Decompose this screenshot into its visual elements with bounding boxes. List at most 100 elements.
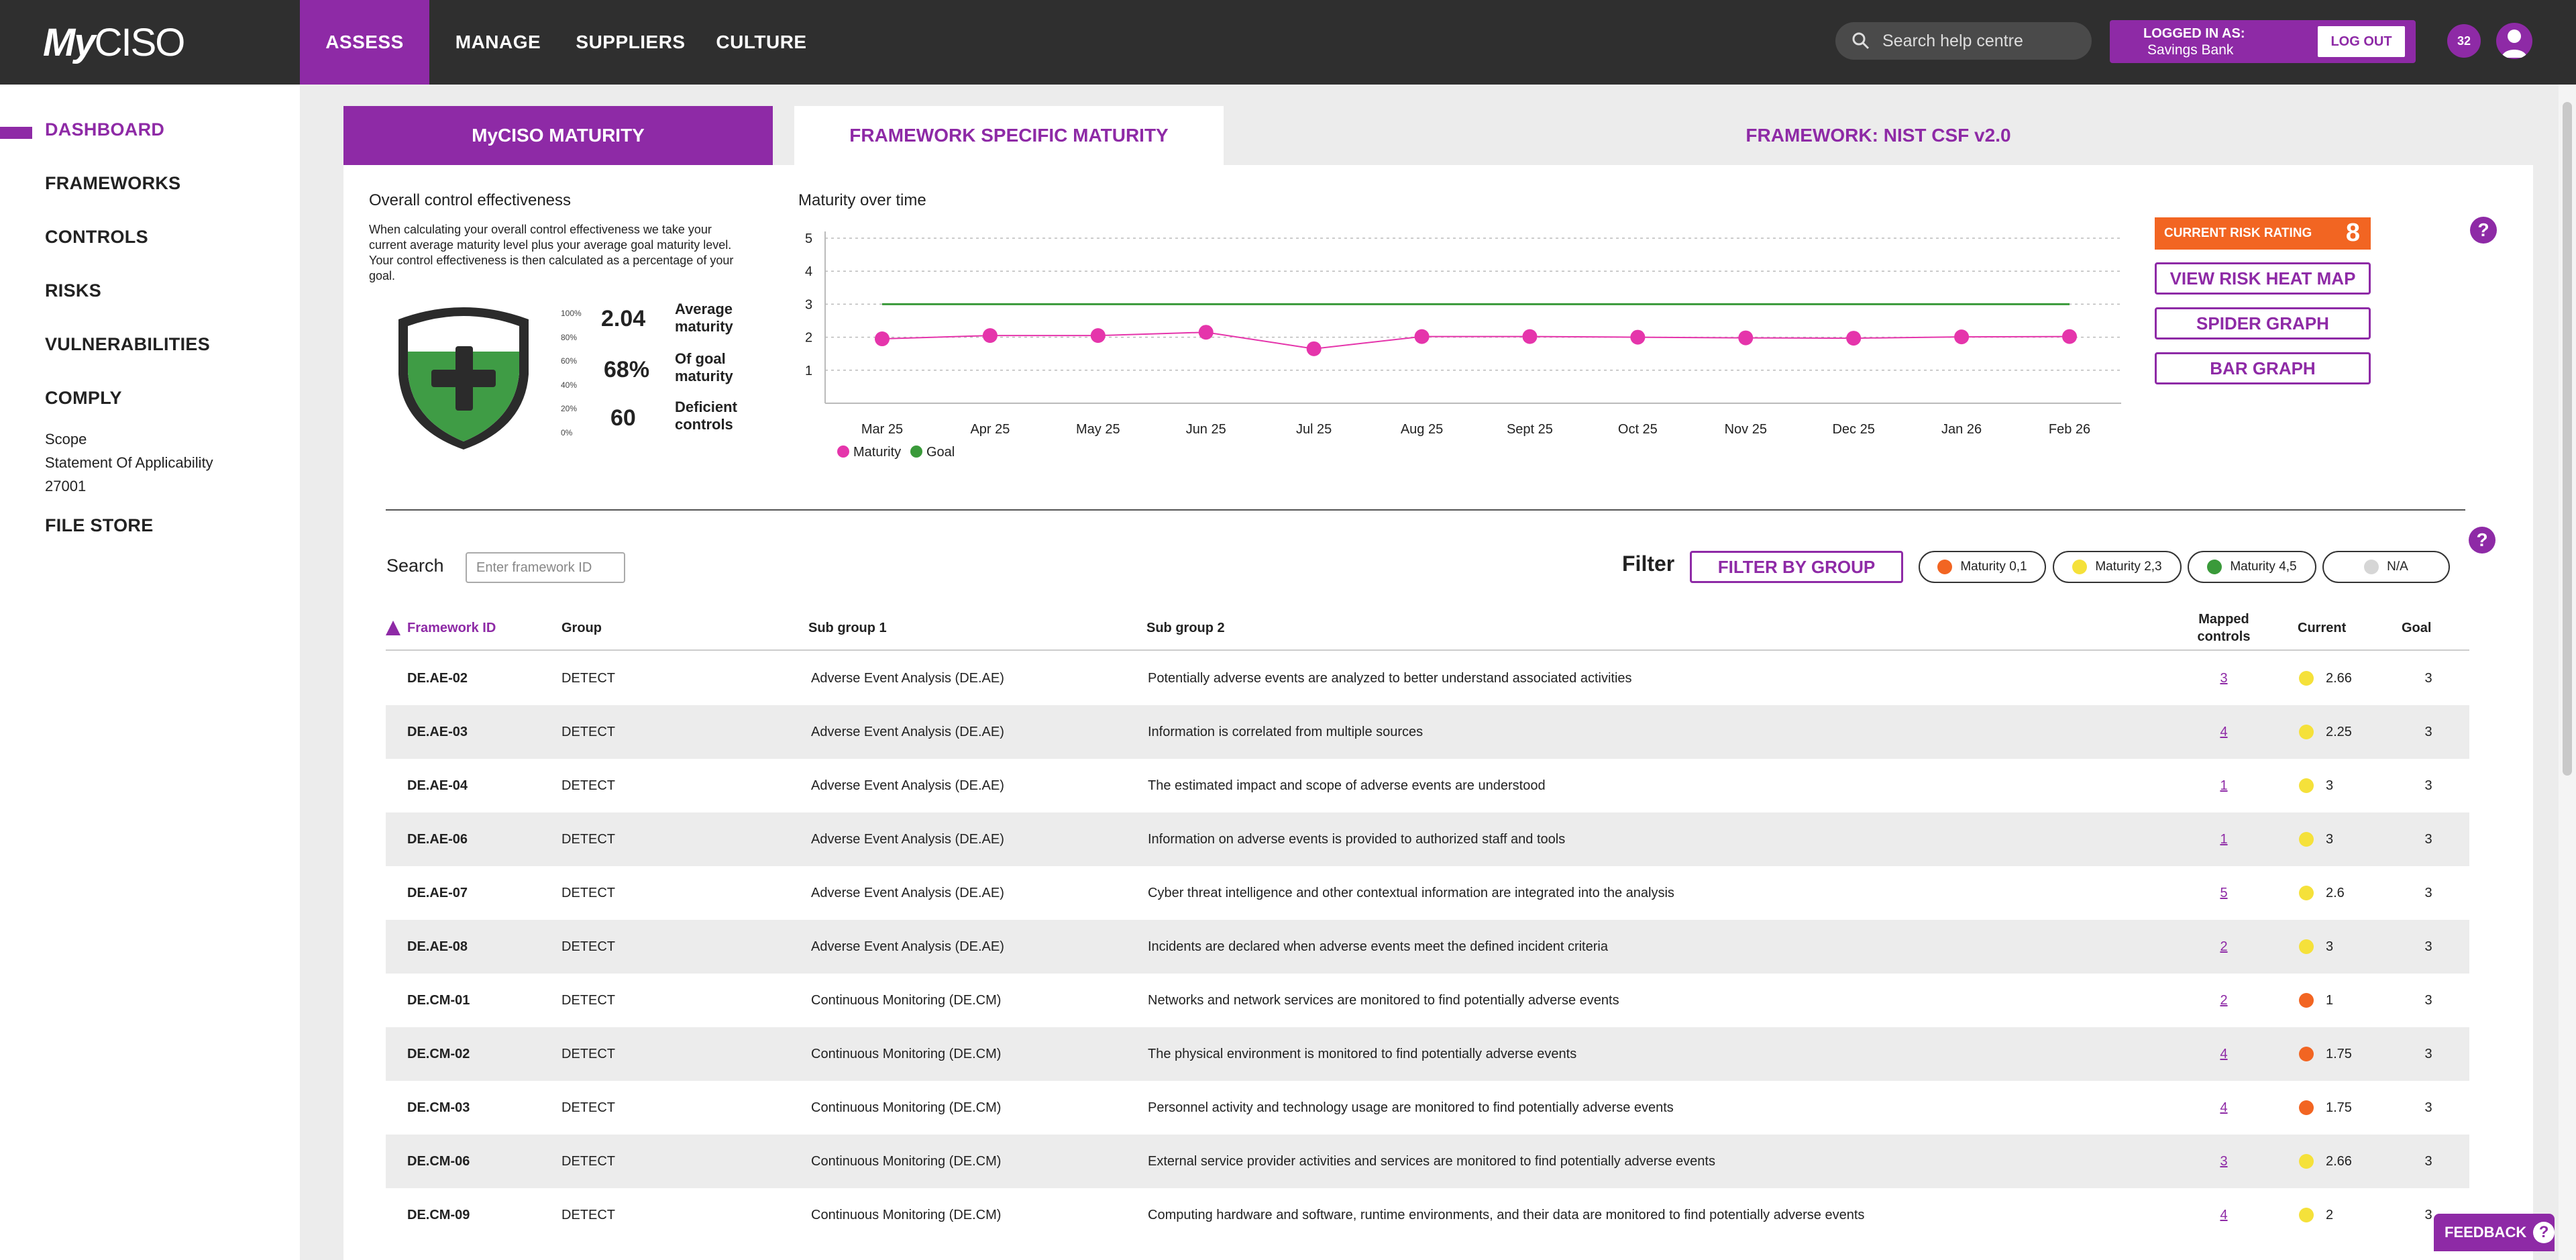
sidebar-item-risks[interactable]: RISKS <box>45 280 102 301</box>
nav-suppliers[interactable]: SUPPLIERS <box>576 32 686 52</box>
logged-in-label: LOGGED IN AS: <box>2143 26 2245 41</box>
scroll-thumb[interactable] <box>2563 102 2572 776</box>
logout-button[interactable]: LOG OUT <box>2318 26 2405 57</box>
feedback-label: FEEDBACK <box>2445 1224 2527 1241</box>
mapped-controls-link[interactable]: 4 <box>2220 724 2228 739</box>
sidebar-item-dashboard[interactable]: DASHBOARD <box>45 119 165 140</box>
column-framework-id[interactable]: Framework ID <box>386 607 496 649</box>
y-tick-label: 5 <box>805 231 812 246</box>
column-sub-group-1[interactable]: Sub group 1 <box>808 620 887 635</box>
sidebar-item-file-store[interactable]: FILE STORE <box>45 515 154 535</box>
mapped-controls-link[interactable]: 2 <box>2220 992 2228 1008</box>
average-maturity-value: 2.04 <box>601 306 646 331</box>
table-row[interactable]: DE.AE-07 DETECT Adverse Event Analysis (DE… <box>386 866 2469 920</box>
x-tick-label: Nov 25 <box>1725 422 1767 437</box>
current-maturity-value: 1.75 <box>2326 1046 2352 1061</box>
maturity-data-point <box>1522 329 1538 344</box>
mapped-controls-link[interactable]: 3 <box>2220 1153 2228 1169</box>
sidebar-subitem-scope[interactable]: Scope <box>45 431 87 448</box>
nav-assess[interactable]: ASSESS <box>300 0 429 85</box>
column-goal[interactable]: Goal <box>2402 620 2432 635</box>
maturity-filter-pill[interactable]: Maturity 0,1 <box>1919 551 2046 583</box>
column-sub-group-2[interactable]: Sub group 2 <box>1146 620 1225 635</box>
table-row[interactable]: DE.AE-08 DETECT Adverse Event Analysis (DE… <box>386 920 2469 974</box>
current-maturity-cell: 2.66 <box>2299 651 2352 705</box>
table-row[interactable]: DE.CM-01 DETECT Continuous Monitoring (DE.… <box>386 974 2469 1027</box>
table-row[interactable]: DE.AE-04 DETECT Adverse Event Analysis (DE… <box>386 759 2469 812</box>
mapped-controls-link[interactable]: 2 <box>2220 939 2228 954</box>
framework-id-search-input[interactable] <box>466 552 625 583</box>
mapped-controls-link[interactable]: 4 <box>2220 1207 2228 1222</box>
mapped-controls-link[interactable]: 4 <box>2220 1046 2228 1061</box>
x-tick-label: Sept 25 <box>1507 422 1553 437</box>
sidebar-item-comply[interactable]: COMPLY <box>45 388 122 408</box>
notification-icon[interactable]: 32 <box>2447 24 2481 58</box>
user-avatar-icon[interactable] <box>2496 23 2532 59</box>
tab-framework-specific-maturity[interactable]: FRAMEWORK SPECIFIC MATURITY <box>794 106 1224 165</box>
help-icon[interactable]: ? <box>2470 217 2497 244</box>
maturity-filter-pill[interactable]: Maturity 2,3 <box>2053 551 2182 583</box>
column-current[interactable]: Current <box>2298 620 2347 635</box>
column-mapped-controls[interactable]: Mapped controls <box>2197 612 2251 644</box>
nav-manage[interactable]: MANAGE <box>455 32 541 52</box>
bar-graph-button[interactable]: BAR GRAPH <box>2155 352 2371 384</box>
current-maturity-cell: 1.75 <box>2299 1081 2352 1135</box>
view-risk-heat-map-button[interactable]: VIEW RISK HEAT MAP <box>2155 262 2371 295</box>
current-maturity-value: 2.25 <box>2326 724 2352 739</box>
sub-group-1-cell: Adverse Event Analysis (DE.AE) <box>811 778 1004 793</box>
logged-in-account: Savings Bank <box>2147 42 2234 58</box>
current-maturity-cell: 3 <box>2299 759 2333 812</box>
group-cell: DETECT <box>561 724 615 739</box>
maturity-status-dot <box>2299 1154 2314 1169</box>
table-row[interactable]: DE.AE-02 DETECT Adverse Event Analysis (DE… <box>386 651 2469 705</box>
framework-id-cell: DE.CM-02 <box>407 1046 470 1061</box>
filter-by-group-button[interactable]: FILTER BY GROUP <box>1690 551 1903 583</box>
table-row[interactable]: DE.AE-06 DETECT Adverse Event Analysis (DE… <box>386 812 2469 866</box>
maturity-data-point <box>1090 328 1106 344</box>
tab-framework-nist[interactable]: FRAMEWORK: NIST CSF v2.0 <box>1224 106 2533 165</box>
feedback-button[interactable]: FEEDBACK ? <box>2434 1214 2555 1251</box>
x-tick-label: Jan 26 <box>1941 422 1982 437</box>
nav-culture[interactable]: CULTURE <box>716 32 807 52</box>
help-icon[interactable]: ? <box>2469 527 2496 554</box>
risk-rating-label: CURRENT RISK RATING <box>2164 226 2312 240</box>
sidebar-item-frameworks[interactable]: FRAMEWORKS <box>45 173 181 193</box>
sidebar-subitem-27001[interactable]: 27001 <box>45 478 87 494</box>
maturity-filter-pill[interactable]: N/A <box>2322 551 2450 583</box>
maturity-status-dot <box>2299 832 2314 847</box>
maturity-status-dot <box>2299 886 2314 900</box>
mapped-controls-link[interactable]: 3 <box>2220 670 2228 686</box>
mapped-controls-link[interactable]: 1 <box>2220 831 2228 847</box>
sub-group-1-cell: Adverse Event Analysis (DE.AE) <box>811 724 1004 739</box>
maturity-status-dot <box>2299 778 2314 793</box>
mapped-controls-link[interactable]: 1 <box>2220 778 2228 793</box>
legend-goal-label: Goal <box>926 445 955 460</box>
sidebar-item-vulnerabilities[interactable]: VULNERABILITIES <box>45 334 211 354</box>
framework-id-cell: DE.AE-08 <box>407 939 468 954</box>
column-group[interactable]: Group <box>561 620 602 635</box>
maturity-chart-title: Maturity over time <box>798 191 926 209</box>
tab-myciso-maturity[interactable]: MyCISO MATURITY <box>343 106 773 165</box>
table-row[interactable]: DE.CM-03 DETECT Continuous Monitoring (DE.… <box>386 1081 2469 1135</box>
sub-group-2-cell: The physical environment is monitored to… <box>1148 1046 1577 1061</box>
table-row[interactable]: DE.CM-02 DETECT Continuous Monitoring (DE.… <box>386 1027 2469 1081</box>
help-search-input[interactable]: Search help centre <box>1835 22 2092 60</box>
mapped-controls-link[interactable]: 4 <box>2220 1100 2228 1115</box>
current-maturity-value: 1 <box>2326 992 2334 1008</box>
maturity-filter-pill[interactable]: Maturity 4,5 <box>2188 551 2316 583</box>
sidebar-subitem-soa[interactable]: Statement Of Applicability <box>45 454 213 471</box>
table-row[interactable]: DE.CM-09 DETECT Continuous Monitoring (DE.… <box>386 1188 2469 1242</box>
current-maturity-value: 2.66 <box>2326 670 2352 686</box>
current-risk-rating-badge[interactable]: CURRENT RISK RATING 8 <box>2155 217 2371 250</box>
current-maturity-cell: 2.25 <box>2299 705 2352 759</box>
spider-graph-button[interactable]: SPIDER GRAPH <box>2155 307 2371 339</box>
effectiveness-description: When calculating your overall control ef… <box>369 223 734 282</box>
table-row[interactable]: DE.CM-06 DETECT Continuous Monitoring (DE.… <box>386 1135 2469 1188</box>
sub-group-1-cell: Continuous Monitoring (DE.CM) <box>811 1100 1002 1115</box>
table-row[interactable]: DE.AE-03 DETECT Adverse Event Analysis (DE… <box>386 705 2469 759</box>
myciso-logo[interactable]: MyCISO <box>43 19 185 66</box>
page-scrollbar[interactable] <box>2559 85 2576 1260</box>
sidebar-item-controls[interactable]: CONTROLS <box>45 227 148 247</box>
mapped-controls-link[interactable]: 5 <box>2220 885 2228 900</box>
x-tick-label: Oct 25 <box>1618 422 1658 437</box>
